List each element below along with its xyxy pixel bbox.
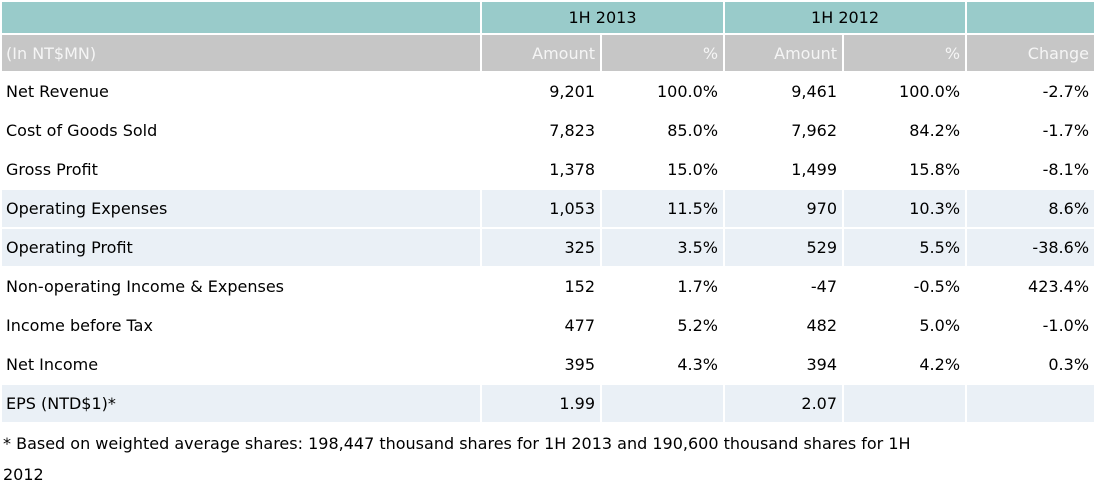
cell-value: 100.0% <box>844 73 966 110</box>
cell-value: 423.4% <box>967 268 1095 305</box>
period-header-spacer-right <box>967 2 1095 33</box>
column-header-percent-2013: % <box>602 35 724 71</box>
cell-value: 5.0% <box>844 307 966 344</box>
cell-value: 1.7% <box>602 268 724 305</box>
income-table-head: 1H 2013 1H 2012 (In NT$MN) Amount % Amou… <box>2 2 1095 71</box>
cell-value: 482 <box>725 307 843 344</box>
cell-value: 2.07 <box>725 385 843 422</box>
row-label: EPS (NTD$1)* <box>2 385 480 422</box>
cell-value: 4.3% <box>602 346 724 383</box>
cell-value: 9,201 <box>482 73 600 110</box>
cell-value: 9,461 <box>725 73 843 110</box>
row-label: Operating Expenses <box>2 190 480 227</box>
cell-value: -1.7% <box>967 112 1095 149</box>
row-label: Net Income <box>2 346 480 383</box>
cell-value: -47 <box>725 268 843 305</box>
row-label: Net Revenue <box>2 73 480 110</box>
cell-value: 0.3% <box>967 346 1095 383</box>
row-label: Non-operating Income & Expenses <box>2 268 480 305</box>
cell-value: -38.6% <box>967 229 1095 266</box>
income-statement-table: 1H 2013 1H 2012 (In NT$MN) Amount % Amou… <box>2 2 1095 422</box>
cell-value: 100.0% <box>602 73 724 110</box>
cell-value: 7,962 <box>725 112 843 149</box>
row-label: Income before Tax <box>2 307 480 344</box>
cell-value: -8.1% <box>967 151 1095 188</box>
cell-value <box>967 385 1095 422</box>
period-header-row: 1H 2013 1H 2012 <box>2 2 1095 33</box>
cell-value: 477 <box>482 307 600 344</box>
cell-value: 7,823 <box>482 112 600 149</box>
table-row: Net Income 395 4.3% 394 4.2% 0.3% <box>2 346 1095 383</box>
cell-value: 10.3% <box>844 190 966 227</box>
cell-value: 395 <box>482 346 600 383</box>
cell-value: 325 <box>482 229 600 266</box>
cell-value: 4.2% <box>844 346 966 383</box>
column-header-amount-2012: Amount <box>725 35 843 71</box>
cell-value: 15.0% <box>602 151 724 188</box>
cell-value: 970 <box>725 190 843 227</box>
cell-value: 11.5% <box>602 190 724 227</box>
row-label: Gross Profit <box>2 151 480 188</box>
cell-value <box>602 385 724 422</box>
cell-value: 394 <box>725 346 843 383</box>
cell-value: 1,378 <box>482 151 600 188</box>
table-row: Non-operating Income & Expenses 152 1.7% -4… <box>2 268 1095 305</box>
period-header-1h2012: 1H 2012 <box>725 2 966 33</box>
cell-value: 85.0% <box>602 112 724 149</box>
cell-value: 3.5% <box>602 229 724 266</box>
table-row: Gross Profit 1,378 15.0% 1,499 15.8% -8.1% <box>2 151 1095 188</box>
table-row: Operating Profit 325 3.5% 529 5.5% -38.6% <box>2 229 1095 266</box>
income-table-body: Net Revenue 9,201 100.0% 9,461 100.0% -2.7% Co… <box>2 73 1095 422</box>
column-header-amount-2013: Amount <box>482 35 600 71</box>
cell-value: 1,499 <box>725 151 843 188</box>
table-row: Operating Expenses 1,053 11.5% 970 10.3% 8.6% <box>2 190 1095 227</box>
footnote-line-2: 2012 <box>3 465 44 484</box>
cell-value: 5.2% <box>602 307 724 344</box>
row-label: Operating Profit <box>2 229 480 266</box>
cell-value: 5.5% <box>844 229 966 266</box>
unit-label: (In NT$MN) <box>2 35 480 71</box>
cell-value <box>844 385 966 422</box>
cell-value: 152 <box>482 268 600 305</box>
column-header-row: (In NT$MN) Amount % Amount % Change <box>2 35 1095 71</box>
footnote: * Based on weighted average shares: 198,… <box>0 428 1096 490</box>
period-header-spacer-left <box>2 2 480 33</box>
cell-value: 84.2% <box>844 112 966 149</box>
period-header-1h2013: 1H 2013 <box>482 2 724 33</box>
row-label: Cost of Goods Sold <box>2 112 480 149</box>
table-row: EPS (NTD$1)* 1.99 2.07 <box>2 385 1095 422</box>
cell-value: 1,053 <box>482 190 600 227</box>
cell-value: 1.99 <box>482 385 600 422</box>
cell-value: -2.7% <box>967 73 1095 110</box>
footnote-line-1: * Based on weighted average shares: 198,… <box>3 434 911 453</box>
column-header-percent-2012: % <box>844 35 966 71</box>
cell-value: 529 <box>725 229 843 266</box>
cell-value: -1.0% <box>967 307 1095 344</box>
table-row: Net Revenue 9,201 100.0% 9,461 100.0% -2.7% <box>2 73 1095 110</box>
table-row: Cost of Goods Sold 7,823 85.0% 7,962 84.2% -1… <box>2 112 1095 149</box>
cell-value: 15.8% <box>844 151 966 188</box>
cell-value: -0.5% <box>844 268 966 305</box>
cell-value: 8.6% <box>967 190 1095 227</box>
table-row: Income before Tax 477 5.2% 482 5.0% -1.0% <box>2 307 1095 344</box>
column-header-change: Change <box>967 35 1095 71</box>
